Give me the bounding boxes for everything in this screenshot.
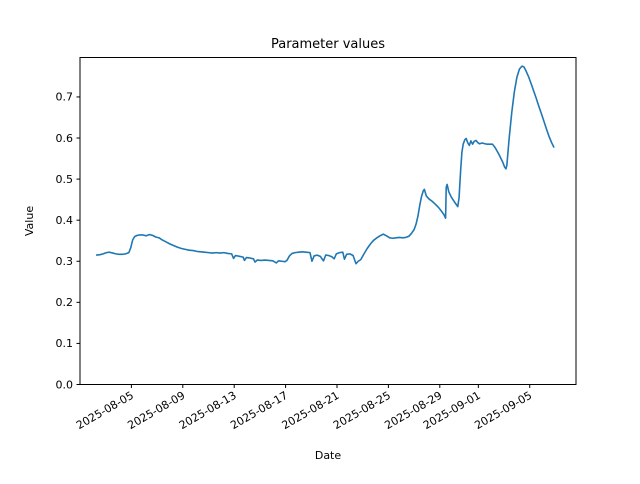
line-series (95, 65, 555, 265)
x-axis: 2025-08-052025-08-092025-08-132025-08-17… (74, 384, 534, 432)
x-tick-label: 2025-08-17 (228, 389, 290, 432)
y-tick-label: 0.4 (56, 214, 74, 227)
y-tick-label: 0.7 (56, 91, 74, 104)
y-tick-label: 0.2 (56, 296, 74, 309)
x-tick-label: 2025-08-13 (177, 389, 239, 432)
y-axis-label: Value (23, 206, 36, 236)
x-tick-label: 2025-09-05 (472, 389, 534, 432)
x-tick-label: 2025-08-25 (331, 389, 393, 432)
chart-title: Parameter values (271, 37, 385, 52)
x-tick-label: 2025-08-21 (280, 389, 342, 432)
y-tick-label: 0.6 (56, 132, 74, 145)
axes-spines (79, 57, 577, 385)
series-line-parameter-values (95, 65, 555, 265)
y-tick-label: 0.0 (56, 378, 74, 391)
y-axis: 0.0 0.1 0.2 0.3 0.4 0.5 0.6 0.7 (56, 91, 80, 391)
plot-area-frame (79, 57, 577, 385)
x-tick-label: 2025-08-09 (125, 389, 187, 432)
x-tick-label: 2025-08-05 (74, 389, 136, 432)
x-axis-label: Date (315, 449, 342, 462)
y-tick-label: 0.1 (56, 337, 74, 350)
y-tick-label: 0.5 (56, 173, 74, 186)
y-tick-label: 0.3 (56, 255, 74, 268)
